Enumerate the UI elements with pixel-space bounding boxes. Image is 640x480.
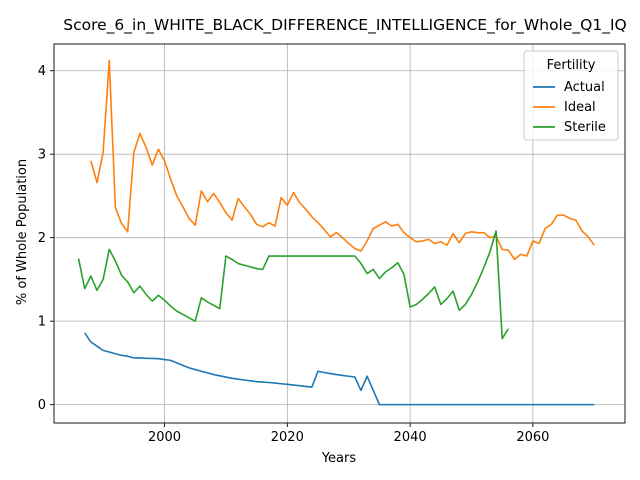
series-line-actual	[84, 332, 595, 406]
chart-title: Score_6_in_WHITE_BLACK_DIFFERENCE_INTELL…	[63, 16, 626, 35]
legend-label-sterile: Sterile	[564, 120, 606, 135]
x-axis-label: Years	[321, 451, 357, 466]
y-tick-label: 4	[38, 64, 46, 79]
legend-label-ideal: Ideal	[564, 100, 596, 115]
x-tick-label: 2020	[271, 430, 304, 445]
legend-label-actual: Actual	[564, 80, 605, 95]
axes: 2000 2020 2040 2060 0 1 2 3 4	[38, 43, 626, 445]
series-lines	[77, 59, 595, 406]
x-tick-label: 2000	[148, 430, 181, 445]
x-tick-label: 2060	[516, 430, 549, 445]
y-tick-label: 3	[38, 148, 46, 163]
legend: Fertility Actual Ideal Sterile	[523, 50, 619, 141]
legend-box	[523, 50, 619, 141]
legend-title: Fertility	[547, 58, 596, 73]
y-tick-label: 0	[38, 398, 46, 413]
y-tick-label: 2	[38, 231, 46, 246]
series-line-sterile	[77, 230, 510, 340]
x-tick-label: 2040	[394, 430, 427, 445]
y-tick-label: 1	[38, 315, 46, 330]
plot-frame	[53, 43, 626, 424]
series-line-ideal	[90, 59, 595, 261]
y-axis-label: % of Whole Population	[15, 159, 30, 305]
